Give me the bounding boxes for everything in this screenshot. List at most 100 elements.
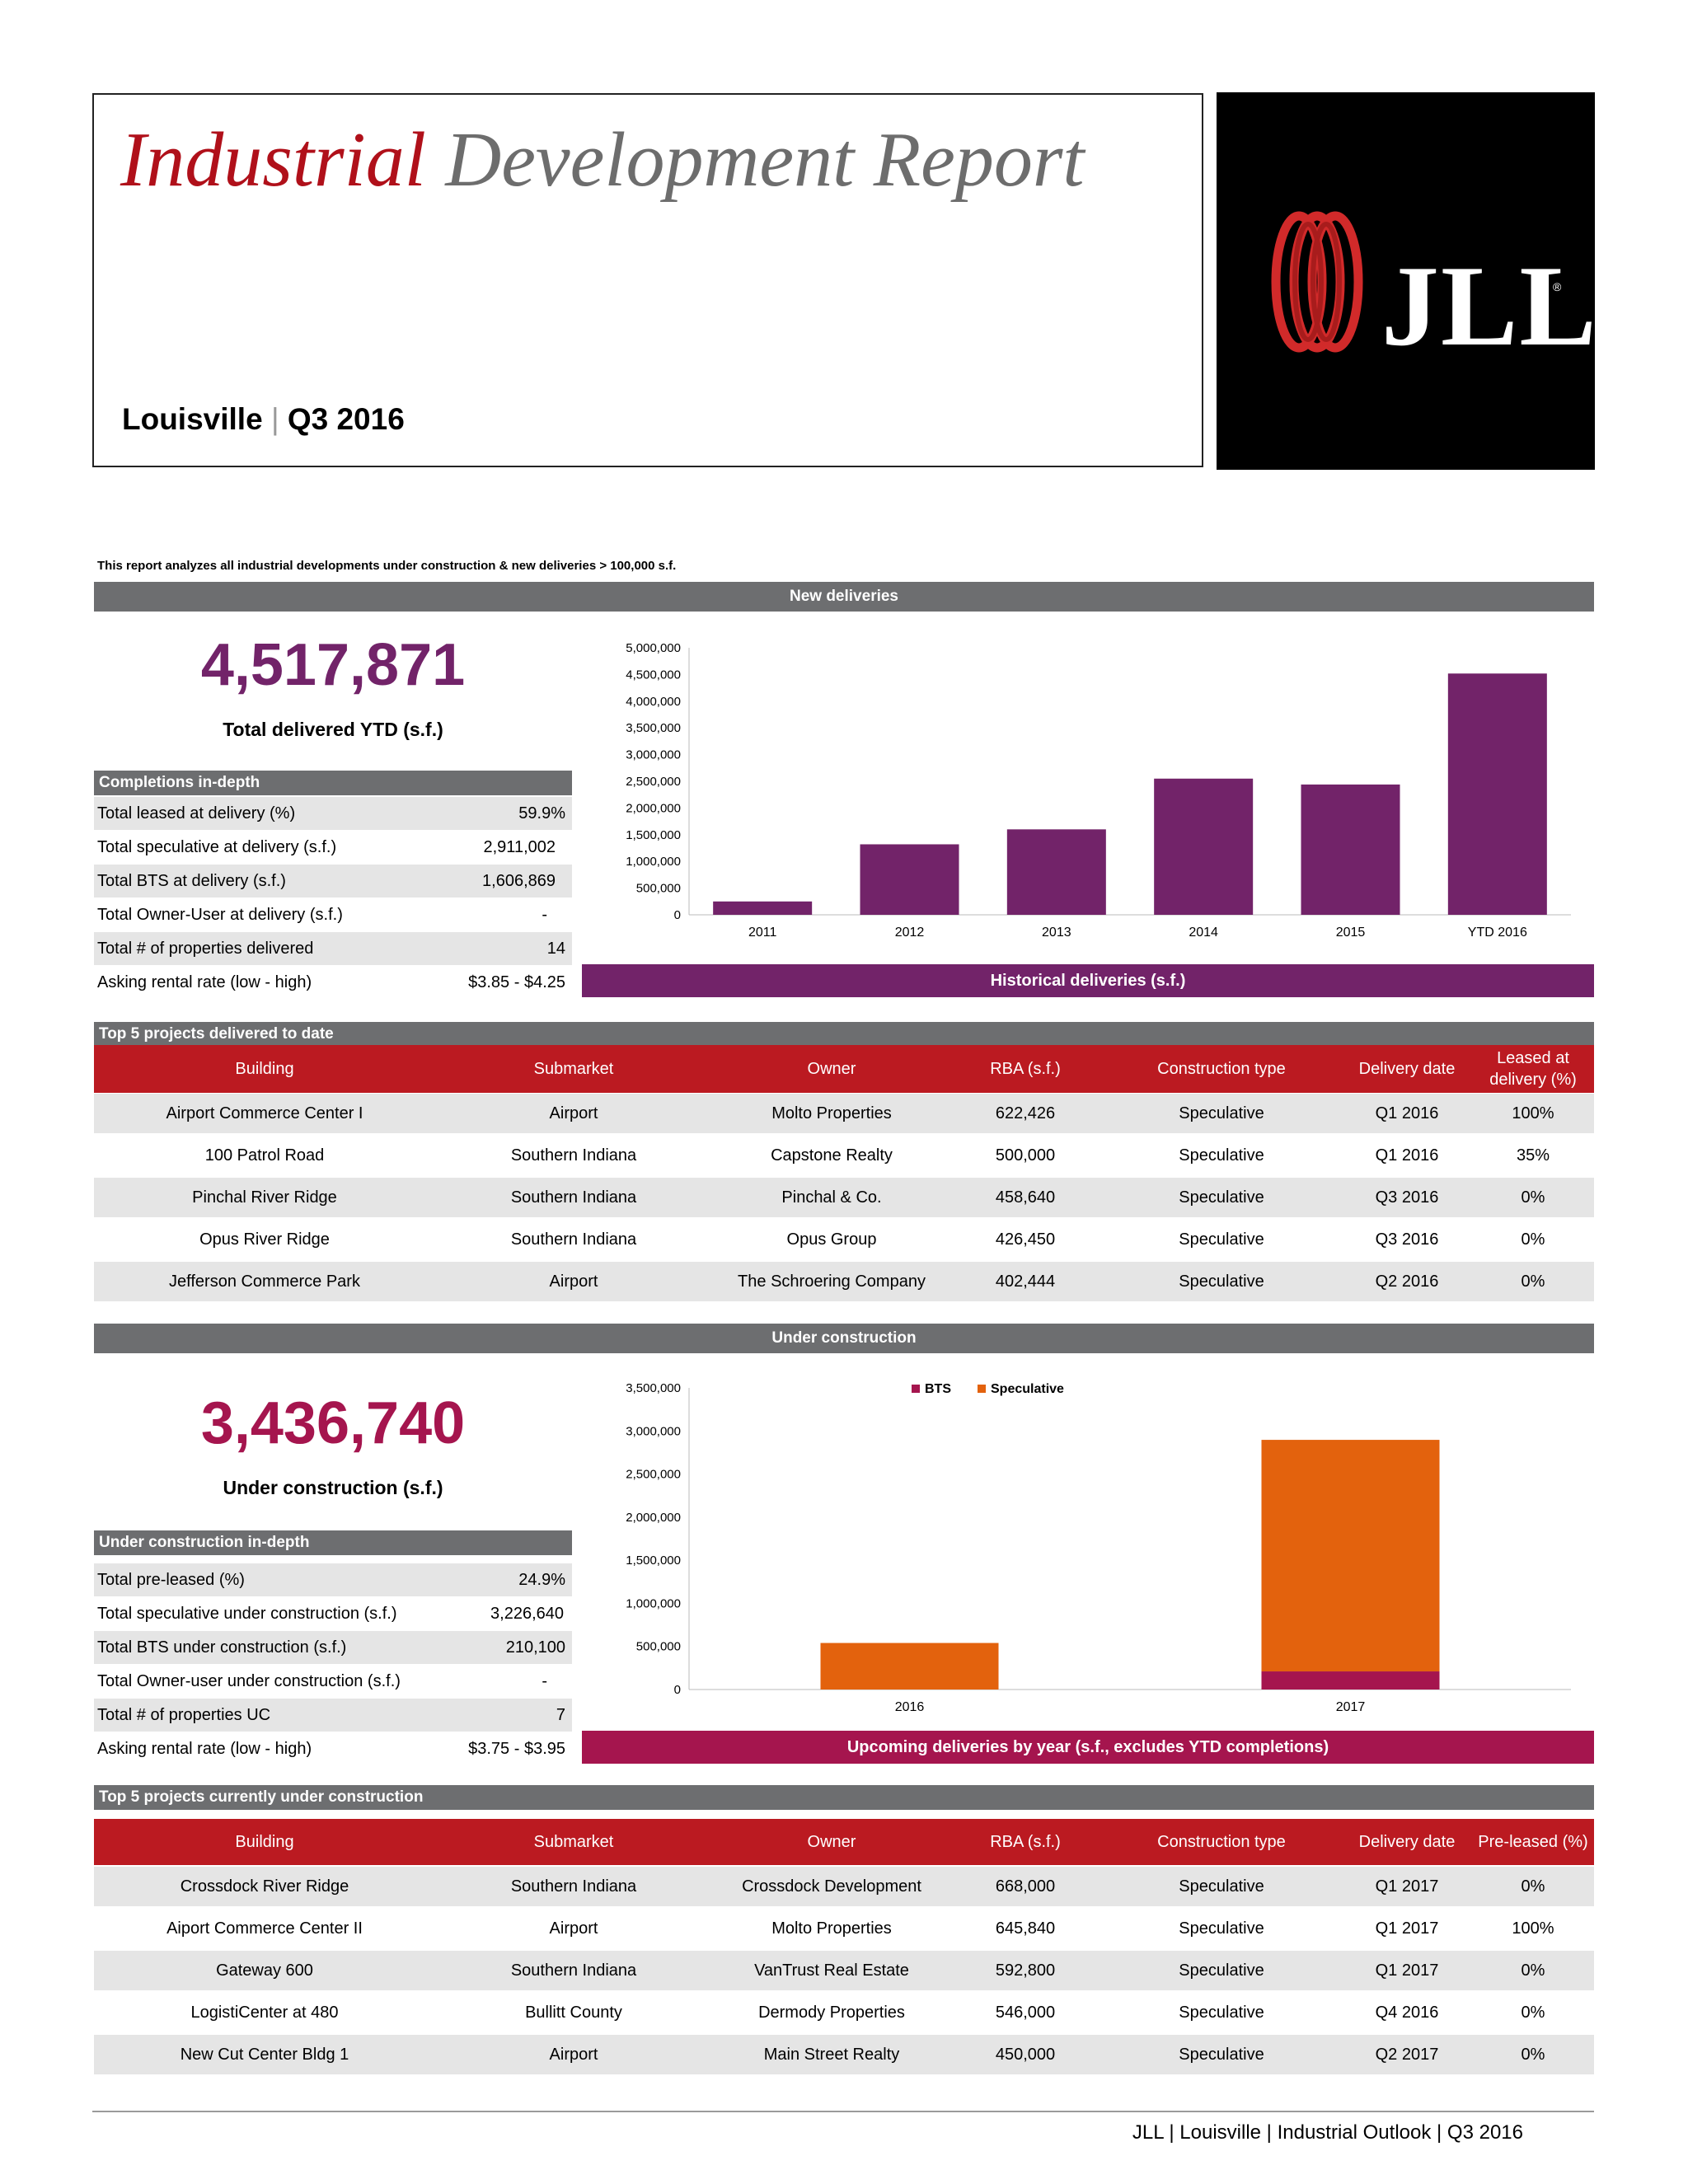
table-cell: 645,840: [995, 1919, 1056, 1938]
table-cell: Airport: [549, 1104, 598, 1122]
kv-label: Total # of properties delivered: [97, 940, 314, 958]
table-cell: Pinchal River Ridge: [192, 1188, 337, 1207]
table-cell: 402,444: [995, 1272, 1056, 1291]
bar-2014: [1154, 778, 1254, 915]
table-cell: 100 Patrol Road: [204, 1146, 325, 1165]
table-cell: Airport: [549, 2046, 598, 2064]
kv-value: -: [542, 906, 547, 924]
top-delivered-title: Top 5 projects delivered to date: [94, 1022, 1594, 1047]
bar-2012: [860, 844, 959, 915]
table-cell: Speculative: [1179, 1272, 1264, 1291]
new-deliveries-header: New deliveries: [94, 582, 1594, 612]
kv-row: Total BTS at delivery (s.f.) 1,606,869: [94, 865, 572, 898]
column-header: Owner: [807, 1833, 856, 1851]
x-tick-label: 2014: [1189, 926, 1218, 940]
kv-value: 7: [556, 1706, 565, 1724]
kv-value: 59.9%: [518, 804, 565, 823]
table-row: Jefferson Commerce Park Airport The Schroe…: [94, 1262, 1594, 1301]
total-delivered-label: Total delivered YTD (s.f.): [223, 719, 443, 740]
upcoming-deliveries-chart: 0 500,000 1,000,000 1,500,000 2,000,000 2,500…: [626, 1381, 1571, 1714]
table-cell: New Cut Center Bldg 1: [180, 2046, 349, 2064]
column-header: Submarket: [533, 1060, 614, 1078]
x-tick-label: 2012: [895, 926, 925, 940]
table-cell: LogistiCenter at 480: [190, 2004, 339, 2022]
table-cell: 0%: [1521, 1272, 1545, 1291]
kv-label: Total Owner-user under construction (s.f…: [97, 1672, 401, 1690]
footer-divider: [92, 2111, 1594, 2112]
report-title: Industrial Development Report: [120, 115, 1085, 204]
legend-label-speculative: Speculative: [991, 1382, 1064, 1396]
jll-helix-icon: [1271, 211, 1363, 353]
bar-2017-speculative: [1261, 1440, 1440, 1672]
kv-row: Total Owner-User at delivery (s.f.) -: [94, 898, 572, 931]
table-cell: Bullitt County: [525, 2004, 622, 2022]
table-cell: Southern Indiana: [510, 1230, 637, 1249]
table-cell: 35%: [1516, 1146, 1550, 1165]
table-cell: Speculative: [1179, 1919, 1264, 1938]
table-cell: Q1 2017: [1375, 1961, 1439, 1980]
table-cell: 0%: [1521, 1188, 1545, 1207]
kv-value: 1,606,869: [482, 872, 556, 890]
completions-indepth-header: Completions in-depth: [94, 771, 572, 795]
column-header: Delivery date: [1358, 1060, 1456, 1078]
table-cell: Speculative: [1179, 2046, 1264, 2064]
table-row: Crossdock River Ridge Southern Indiana Cro…: [94, 1867, 1594, 1906]
under-construction-label: Under construction (s.f.): [223, 1477, 443, 1498]
table-cell: 458,640: [995, 1188, 1056, 1207]
bar-ytd-2016: [1447, 673, 1547, 915]
table-cell: Q1 2016: [1375, 1104, 1439, 1122]
kv-value: 24.9%: [518, 1571, 565, 1589]
y-tick-label: 1,000,000: [626, 855, 681, 869]
kv-row: Total Owner-user under construction (s.f…: [94, 1665, 572, 1698]
x-tick-label: 2011: [748, 926, 777, 940]
table-cell: Q1 2017: [1375, 1919, 1439, 1938]
table-cell: Speculative: [1179, 1146, 1264, 1165]
y-tick-label: 3,500,000: [626, 1381, 681, 1395]
kv-row: Asking rental rate (low - high) $3.75 - $…: [94, 1732, 572, 1765]
location-period: Louisville | Q3 2016: [122, 402, 405, 437]
column-header: Pre-leased (%): [1478, 1833, 1588, 1851]
kv-label: Total speculative under construction (s.…: [97, 1605, 397, 1623]
location: Louisville: [122, 402, 263, 436]
kv-value: -: [542, 1672, 547, 1690]
table-cell: VanTrust Real Estate: [754, 1961, 909, 1980]
legend-swatch-speculative: [978, 1385, 986, 1393]
under-construction-header: Under construction: [94, 1324, 1594, 1353]
table-row: 100 Patrol Road Southern Indiana Capstone …: [94, 1136, 1594, 1175]
kv-value: 3,226,640: [490, 1605, 564, 1623]
table-cell: 0%: [1521, 1877, 1545, 1896]
table-row: Aiport Commerce Center II Airport Molto Pr…: [94, 1909, 1594, 1948]
table-cell: Q3 2016: [1375, 1188, 1439, 1207]
table-cell: Southern Indiana: [510, 1961, 637, 1980]
column-header: Leased at delivery (%): [1489, 1049, 1577, 1089]
kv-row: Total speculative at delivery (s.f.) 2,91…: [94, 831, 572, 864]
footer-text: JLL | Louisville | Industrial Outlook | …: [1132, 2121, 1523, 2144]
table-cell: Pinchal & Co.: [781, 1188, 882, 1207]
table-cell: 622,426: [995, 1104, 1056, 1122]
kv-label: Asking rental rate (low - high): [97, 1740, 312, 1758]
y-tick-label: 4,500,000: [626, 668, 681, 682]
table-row: Airport Commerce Center I Airport Molto Pr…: [94, 1094, 1594, 1133]
table-cell: Q2 2017: [1375, 2046, 1439, 2064]
table-cell: Southern Indiana: [510, 1146, 637, 1165]
y-tick-label: 1,500,000: [626, 828, 681, 842]
location-separator: |: [270, 402, 279, 436]
table-cell: Molto Properties: [771, 1919, 892, 1938]
y-tick-label: 1,500,000: [626, 1554, 681, 1568]
table-cell: Jefferson Commerce Park: [169, 1272, 360, 1291]
column-header: Construction type: [1157, 1833, 1286, 1851]
table-cell: 426,450: [995, 1230, 1056, 1249]
kv-label: Total BTS under construction (s.f.): [97, 1638, 347, 1657]
kv-row: Total BTS under construction (s.f.) 210,1…: [94, 1631, 572, 1664]
table-cell: 450,000: [995, 2046, 1056, 2064]
table-cell: Speculative: [1179, 1188, 1264, 1207]
uc-indepth-header: Under construction in-depth: [94, 1530, 572, 1555]
column-header: Delivery date: [1358, 1833, 1456, 1851]
table-cell: Opus Group: [786, 1230, 877, 1249]
table-cell: Q3 2016: [1375, 1230, 1439, 1249]
y-tick-label: 0: [674, 908, 681, 922]
table-cell: Main Street Realty: [763, 2046, 900, 2064]
table-row: Opus River Ridge Southern Indiana Opus Gro…: [94, 1220, 1594, 1259]
table-cell: Molto Properties: [771, 1104, 892, 1122]
table-cell: Speculative: [1179, 2004, 1264, 2022]
